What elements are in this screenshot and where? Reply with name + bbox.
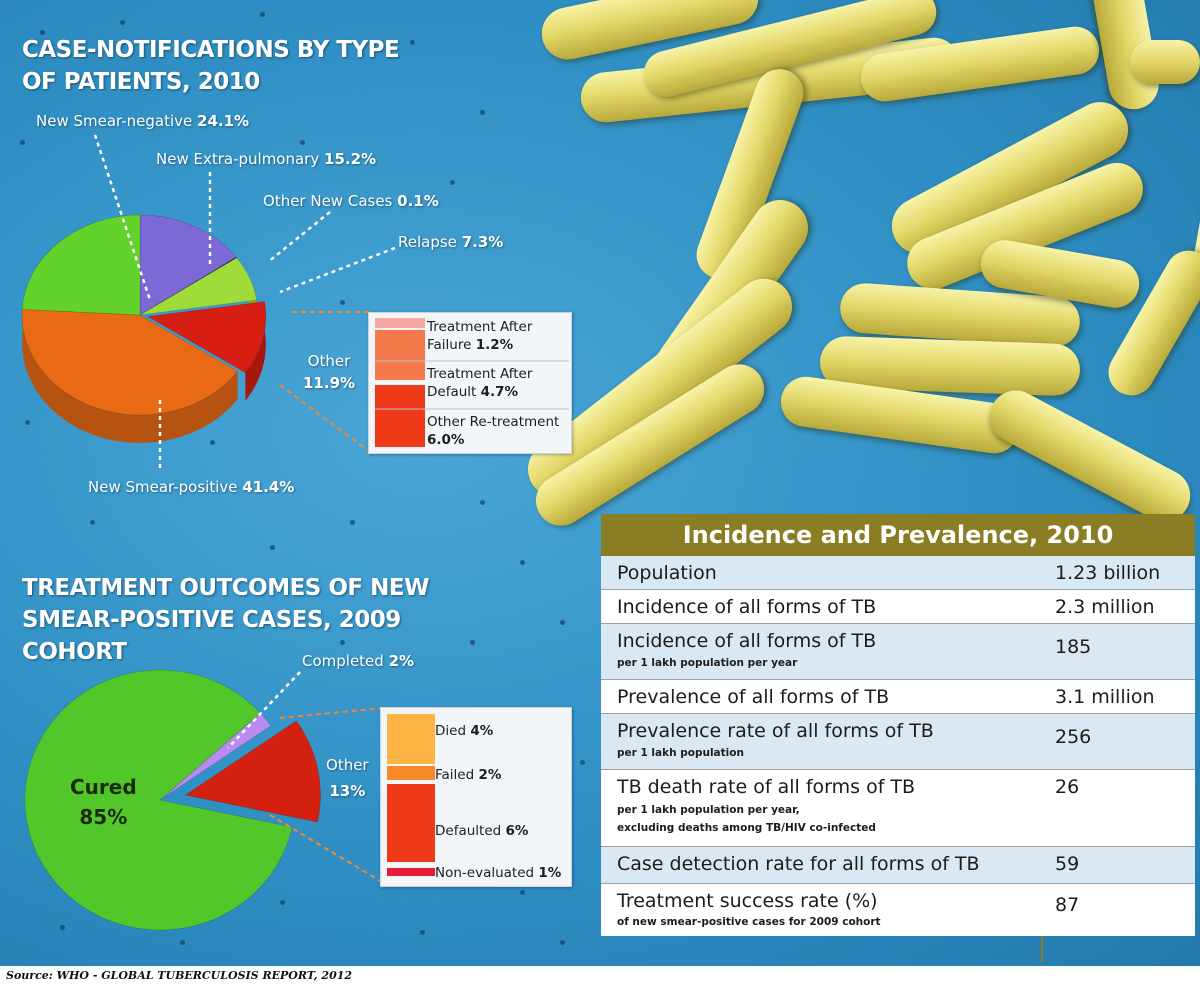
chart1-slice-relapse	[139, 257, 258, 316]
row-label: Prevalence rate of all forms of TB	[617, 720, 934, 742]
row-value: 1.23 billion	[1055, 562, 1161, 584]
row-value: 87	[1055, 894, 1080, 916]
row-value: 2.3 million	[1055, 596, 1155, 618]
chart2-other-breakdown: Died 4% Failed 2% Defaulted 6% Non-evalu…	[380, 707, 572, 887]
incidence-prevalence-table: Incidence and Prevalence, 2010 Populatio…	[601, 514, 1195, 962]
legend-failed: Failed 2%	[435, 767, 502, 783]
row-label: Prevalence of all forms of TB	[617, 686, 890, 708]
row-label: Incidence of all forms of TB	[617, 630, 877, 652]
chart1-slice-new-smear-negative	[21, 214, 141, 316]
row-sublabel-2: excluding deaths among TB/HIV co-infecte…	[617, 822, 876, 834]
label-other-new-cases: Other New Cases 0.1%	[263, 192, 439, 210]
row-value: 185	[1055, 636, 1092, 658]
legend-other-re-treatment: Other Re-treatment 6.0%	[427, 414, 560, 448]
swatch-died	[387, 714, 435, 764]
label-other-chart2: Other 13%	[326, 756, 369, 800]
chart1-slice-new-extra-pulmonary	[139, 214, 237, 316]
source-note: Source: WHO - GLOBAL TUBERCULOSIS REPORT…	[6, 969, 353, 982]
row-sublabel: per 1 lakh population per year	[617, 657, 798, 669]
chart1-title: CASE-NOTIFICATIONS BY TYPE OF PATIENTS, …	[22, 37, 400, 95]
table-row: TB death rate of all forms of TB per 1 l…	[601, 770, 1195, 847]
row-sublabel: per 1 lakh population	[617, 747, 744, 759]
row-label: Case detection rate for all forms of TB	[617, 853, 980, 875]
row-value: 59	[1055, 853, 1080, 875]
chart2-slice-cured	[25, 669, 293, 931]
chart2-slice-other	[184, 720, 321, 823]
legend-treatment-after-failure: Treatment After Failure 1.2%	[427, 319, 533, 353]
label-new-smear-positive: New Smear-positive 41.4%	[88, 478, 295, 496]
legend-treatment-after-default: Treatment After Default 4.7%	[427, 366, 533, 400]
row-label: Incidence of all forms of TB	[617, 596, 877, 618]
chart1-wall-new-smear-positive	[22, 309, 238, 443]
swatch-treatment-after-default	[375, 330, 425, 380]
label-cured: Cured 85%	[70, 775, 137, 829]
chart1-slice-new-smear-positive	[21, 308, 239, 416]
row-sublabel: per 1 lakh population per year,	[617, 804, 800, 816]
chart1-wall-other	[245, 301, 266, 401]
table-row: Incidence of all forms of TB per 1 lakh …	[601, 624, 1195, 680]
chart2-leader-lines	[227, 671, 383, 883]
row-value: 256	[1055, 726, 1092, 748]
table-row: Population 1.23 billion	[601, 556, 1195, 590]
label-relapse: Relapse 7.3%	[398, 233, 504, 251]
swatch-other-re-treatment	[375, 385, 425, 447]
chart2-pie	[25, 669, 321, 931]
table-row: Case detection rate for all forms of TB …	[601, 847, 1195, 884]
table-row: Prevalence of all forms of TB 3.1 millio…	[601, 680, 1195, 714]
label-completed: Completed 2%	[302, 652, 415, 670]
chart1-pie	[21, 214, 267, 443]
table-row: Incidence of all forms of TB 2.3 million	[601, 590, 1195, 624]
legend-defaulted: Defaulted 6%	[435, 823, 529, 839]
chart1-slice-other-new-cases	[139, 256, 238, 316]
swatch-non-evaluated	[387, 868, 435, 876]
chart1-slice-other	[146, 301, 267, 374]
chart2-title: TREATMENT OUTCOMES OF NEW SMEAR-POSITIVE…	[22, 575, 429, 665]
row-value: 26	[1055, 776, 1080, 798]
row-value: 3.1 million	[1055, 686, 1155, 708]
swatch-treatment-after-failure	[375, 318, 425, 328]
legend-non-evaluated: Non-evaluated 1%	[435, 865, 562, 881]
chart1-breakdown-separators	[375, 360, 569, 410]
legend-died: Died 4%	[435, 723, 494, 739]
row-label: TB death rate of all forms of TB	[617, 776, 916, 798]
label-other-chart1: Other 11.9%	[303, 352, 356, 392]
table-row: Prevalence rate of all forms of TB per 1…	[601, 714, 1195, 770]
row-sublabel: of new smear-positive cases for 2009 coh…	[617, 916, 881, 928]
label-new-smear-negative: New Smear-negative 24.1%	[36, 112, 250, 130]
row-label: Population	[617, 562, 717, 584]
swatch-defaulted	[387, 784, 435, 862]
table-title: Incidence and Prevalence, 2010	[601, 514, 1195, 556]
label-new-extra-pulmonary: New Extra-pulmonary 15.2%	[156, 150, 377, 168]
swatch-failed	[387, 766, 435, 780]
table-row: Treatment success rate (%) of new smear-…	[601, 884, 1195, 936]
row-label: Treatment success rate (%)	[617, 890, 878, 912]
chart1-leader-lines	[93, 134, 396, 472]
chart1-other-breakdown: Treatment After Failure 1.2% Treatment A…	[368, 312, 572, 454]
